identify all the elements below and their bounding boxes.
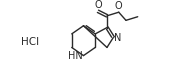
Text: O: O	[94, 0, 102, 10]
Text: HCl: HCl	[21, 37, 39, 47]
Text: N: N	[114, 32, 122, 42]
Text: O: O	[115, 1, 122, 11]
Text: HN: HN	[68, 51, 83, 61]
